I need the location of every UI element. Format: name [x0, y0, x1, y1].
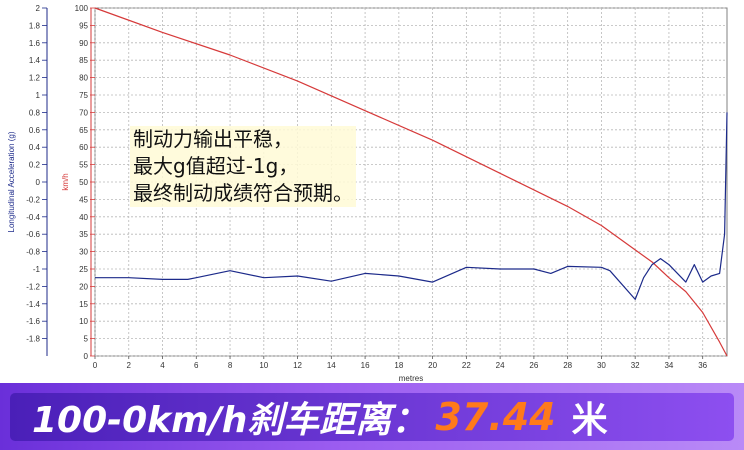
- left-tick-label: 0.4: [29, 143, 41, 152]
- right-tick-label: 90: [79, 39, 88, 48]
- left-tick-label: 0: [36, 178, 41, 187]
- right-y-axis: 1009590858075706560555045403530252015105…: [75, 4, 95, 361]
- right-tick-label: 75: [79, 91, 88, 100]
- annotation-line-2: 最大g值超过-1g，: [133, 154, 299, 178]
- banner-value: 37.44: [435, 395, 556, 439]
- right-tick-label: 85: [79, 56, 88, 65]
- right-tick-label: 55: [79, 161, 88, 170]
- x-tick-label: 26: [529, 361, 538, 370]
- x-tick-label: 6: [194, 361, 199, 370]
- left-tick-label: -1.8: [26, 335, 40, 344]
- left-tick-label: -0.6: [26, 230, 40, 239]
- x-tick-label: 18: [394, 361, 403, 370]
- x-tick-label: 36: [698, 361, 707, 370]
- x-tick-label: 22: [462, 361, 471, 370]
- banner-unit: 米: [571, 400, 608, 441]
- right-tick-label: 100: [75, 4, 89, 13]
- right-axis-title: km/h: [61, 173, 70, 190]
- x-tick-label: 34: [664, 361, 673, 370]
- left-tick-label: 1.6: [29, 39, 41, 48]
- x-tick-label: 12: [293, 361, 302, 370]
- x-tick-label: 10: [259, 361, 268, 370]
- chart-annotation: 制动力输出平稳， 最大g值超过-1g， 最终制动成绩符合预期。: [130, 126, 356, 207]
- x-tick-label: 16: [361, 361, 370, 370]
- left-tick-label: -1.6: [26, 317, 40, 326]
- series-layer: [94, 7, 728, 357]
- left-tick-label: 1: [36, 91, 41, 100]
- left-tick-label: -0.4: [26, 213, 40, 222]
- x-tick-label: 32: [631, 361, 640, 370]
- result-banner-panel: 100-0km/h刹车距离： 37.44 米: [10, 393, 734, 441]
- x-tick-label: 8: [228, 361, 233, 370]
- x-axis-title: metres: [399, 374, 423, 383]
- left-tick-label: 0.2: [29, 161, 41, 170]
- right-tick-label: 5: [84, 335, 89, 344]
- left-y-axis: 2 1.8 1.6 1.4 1.2 1 0.8 0.6 0.4 0.2 0 -0.2 -0.4 -0.6 -…: [26, 4, 48, 356]
- left-tick-label: -0.8: [26, 248, 40, 257]
- left-axis-title: Longitudinal Acceleration (g): [7, 131, 16, 232]
- x-tick-label: 2: [127, 361, 132, 370]
- right-tick-label: 35: [79, 230, 88, 239]
- right-tick-label: 20: [79, 282, 88, 291]
- speed-line: [94, 7, 728, 357]
- right-tick-label: 10: [79, 317, 88, 326]
- left-tick-label: 0.6: [29, 126, 41, 135]
- left-tick-label: 1.2: [29, 74, 41, 83]
- right-tick-label: 60: [79, 143, 88, 152]
- left-tick-label: 0.8: [29, 108, 41, 117]
- x-tick-label: 4: [160, 361, 165, 370]
- x-axis: 0 2 4 6 8 10 12 14 16 18 20 22 24 26 28 30 32 34 36: [93, 356, 708, 370]
- x-tick-label: 0: [93, 361, 98, 370]
- annotation-line-1: 制动力输出平稳，: [133, 127, 293, 151]
- left-tick-label: 2: [36, 4, 41, 13]
- banner-label: 100-0km/h刹车距离：: [32, 400, 428, 441]
- right-tick-label: 15: [79, 300, 88, 309]
- left-tick-label: -1: [33, 265, 41, 274]
- right-tick-label: 30: [79, 248, 88, 257]
- right-tick-label: 0: [84, 352, 89, 361]
- left-tick-label: 1.4: [29, 56, 41, 65]
- left-tick-label: -1.4: [26, 300, 40, 309]
- left-tick-label: -1.2: [26, 282, 40, 291]
- x-tick-label: 24: [496, 361, 505, 370]
- right-tick-label: 80: [79, 74, 88, 83]
- right-tick-label: 50: [79, 178, 88, 187]
- braking-chart: 2 1.8 1.6 1.4 1.2 1 0.8 0.6 0.4 0.2 0 -0.2 -0.4 -0.6 -…: [7, 4, 728, 383]
- x-tick-label: 28: [563, 361, 572, 370]
- x-tick-label: 30: [597, 361, 606, 370]
- left-tick-label: -0.2: [26, 195, 40, 204]
- annotation-line-3: 最终制动成绩符合预期。: [133, 181, 353, 205]
- right-tick-label: 70: [79, 108, 88, 117]
- x-tick-label: 20: [428, 361, 437, 370]
- right-tick-label: 45: [79, 195, 88, 204]
- right-tick-label: 40: [79, 213, 88, 222]
- result-banner: 100-0km/h刹车距离： 37.44 米: [0, 383, 744, 450]
- right-tick-label: 65: [79, 126, 88, 135]
- acceleration-line: [95, 112, 728, 300]
- right-tick-label: 95: [79, 21, 88, 30]
- x-tick-label: 14: [327, 361, 336, 370]
- left-tick-label: 1.8: [29, 21, 41, 30]
- right-tick-label: 25: [79, 265, 88, 274]
